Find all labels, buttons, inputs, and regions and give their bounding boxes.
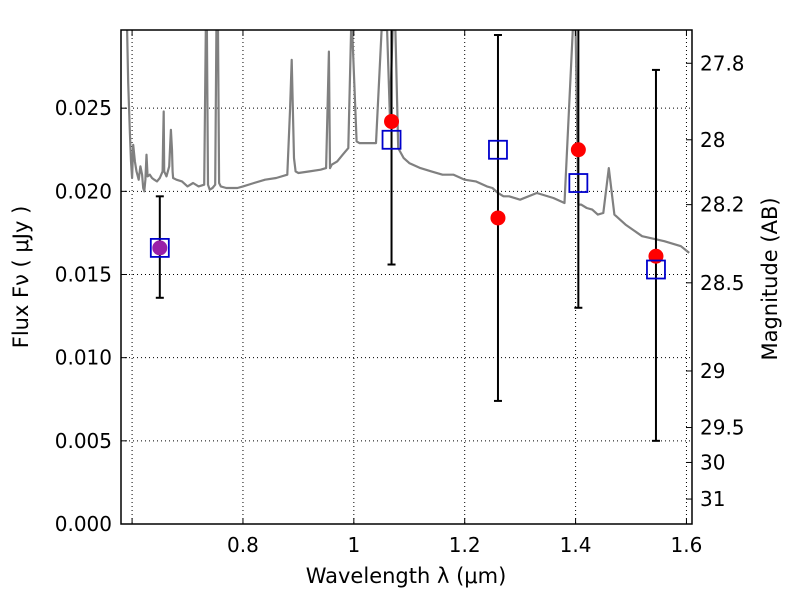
model-point — [568, 173, 589, 193]
model-point — [149, 237, 170, 258]
model-point — [381, 129, 402, 150]
y-tick-label: 0.015 — [55, 263, 112, 287]
model-point — [646, 259, 666, 280]
y-tick-label: 0.025 — [55, 96, 112, 120]
observed-point — [490, 210, 506, 226]
observed-point — [152, 240, 168, 256]
x-tick-label: 1.6 — [671, 533, 703, 557]
y-tick-label: 0.000 — [55, 512, 112, 536]
plot-frame — [120, 29, 693, 525]
observed-point — [570, 142, 586, 158]
observed-point — [384, 113, 400, 129]
observed-point — [648, 248, 664, 264]
y-tick-label: 0.020 — [55, 179, 112, 203]
y2-tick-label: 28 — [700, 128, 725, 152]
y2-tick-label: 28.5 — [700, 271, 745, 295]
y2-tick-label: 28.2 — [700, 193, 745, 217]
x-tick-label: 1 — [347, 533, 360, 557]
spectrum-line — [126, 30, 690, 254]
y2-axis-title: Magnitude (AB) — [758, 197, 782, 360]
x-axis-title: Wavelength λ (μm) — [306, 564, 507, 588]
x-tick-label: 1.2 — [449, 533, 481, 557]
y2-tick-label: 29.5 — [700, 416, 745, 440]
y2-tick-label: 30 — [700, 450, 725, 474]
y2-tick-label: 27.8 — [700, 51, 745, 75]
y-tick-label: 0.005 — [55, 429, 112, 453]
y2-tick-label: 31 — [700, 487, 725, 511]
y-tick-label: 0.010 — [55, 346, 112, 370]
x-tick-label: 1.4 — [560, 533, 592, 557]
model-point — [488, 139, 508, 160]
y2-tick-label: 29 — [700, 359, 725, 383]
y-axis-title: Flux Fν ( μJy ) — [9, 206, 33, 349]
data-points — [149, 30, 666, 442]
ticks — [121, 30, 692, 525]
plot-area — [126, 30, 690, 254]
tick-labels: 0.8 1 1.2 1.4 1.6 0.000 0.005 0.010 0.015 0.020 0.… — [55, 51, 745, 557]
x-tick-label: 0.8 — [227, 533, 259, 557]
